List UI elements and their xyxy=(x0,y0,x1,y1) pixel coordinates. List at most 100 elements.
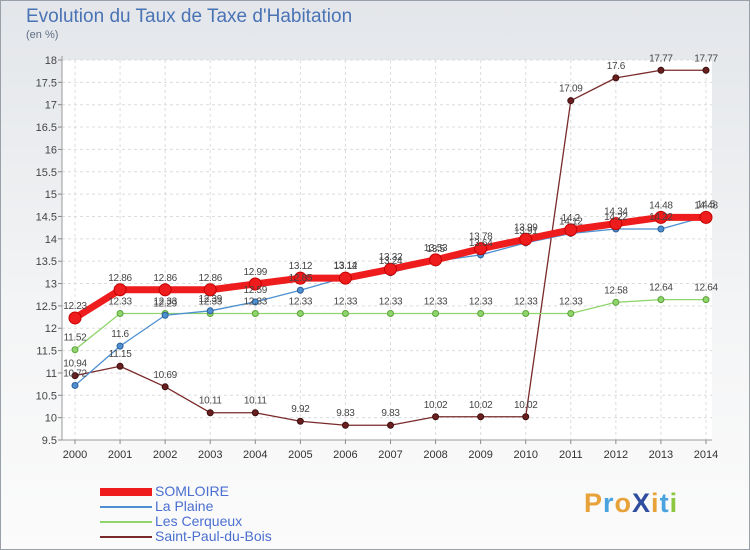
logo-letter: r xyxy=(603,488,615,518)
data-point xyxy=(293,271,307,285)
data-point xyxy=(657,66,665,74)
data-point xyxy=(567,97,575,105)
data-point xyxy=(564,223,578,237)
data-label: 13.91 xyxy=(514,226,538,237)
x-tick-label: 2009 xyxy=(468,449,492,461)
data-point xyxy=(251,409,259,417)
data-point xyxy=(612,298,620,306)
data-label: 12.33 xyxy=(108,296,132,307)
data-point xyxy=(702,66,710,74)
data-label: 14.22 xyxy=(604,212,628,223)
data-label: 13.12 xyxy=(334,261,358,272)
data-label: 12.59 xyxy=(244,285,268,296)
data-point xyxy=(71,372,79,380)
data-point xyxy=(71,381,79,389)
x-tick-label: 2002 xyxy=(153,449,177,461)
data-label: 11.52 xyxy=(64,333,88,344)
legend-swatch xyxy=(100,536,152,538)
data-label: 9.92 xyxy=(291,404,310,415)
x-tick-label: 2005 xyxy=(288,449,312,461)
data-point xyxy=(612,74,620,82)
data-label: 10.02 xyxy=(469,400,493,411)
y-tick-label: 10 xyxy=(45,413,57,425)
data-label: 11.6 xyxy=(111,329,129,340)
legend-label: Les Cerqueux xyxy=(155,513,243,529)
y-tick-label: 11 xyxy=(46,368,57,380)
x-tick-label: 2008 xyxy=(423,449,447,461)
data-point xyxy=(161,311,169,319)
x-tick-label: 2004 xyxy=(243,449,267,461)
x-tick-label: 2013 xyxy=(649,449,673,461)
proxiti-logo[interactable]: ProXiti xyxy=(584,488,678,519)
data-label: 12.29 xyxy=(153,298,177,309)
legend-swatch xyxy=(100,488,152,496)
data-point xyxy=(341,421,349,429)
data-point xyxy=(296,417,304,425)
data-point xyxy=(522,309,530,317)
y-tick-label: 13 xyxy=(45,279,57,291)
data-label: 17.6 xyxy=(607,61,626,72)
data-point xyxy=(251,309,259,317)
y-tick-label: 16.5 xyxy=(36,122,57,134)
data-label: 12.33 xyxy=(244,296,268,307)
data-label: 14.34 xyxy=(604,207,628,218)
data-label: 12.33 xyxy=(559,296,583,307)
logo-letter: i xyxy=(669,488,679,518)
data-label: 12.33 xyxy=(379,296,403,307)
data-label: 13.64 xyxy=(469,238,493,249)
data-label: 14.48 xyxy=(694,200,718,211)
y-tick-label: 13.5 xyxy=(36,256,57,268)
data-point xyxy=(71,346,79,354)
logo-letter: X xyxy=(632,488,652,518)
data-point xyxy=(522,413,530,421)
data-label: 12.39 xyxy=(198,294,222,305)
data-point xyxy=(474,242,488,256)
data-label: 12.86 xyxy=(198,273,222,284)
data-label: 12.33 xyxy=(289,296,313,307)
data-label: 12.23 xyxy=(63,301,87,312)
data-point xyxy=(338,271,352,285)
data-point xyxy=(68,311,82,325)
data-label: 14.48 xyxy=(649,200,673,211)
data-point xyxy=(432,309,440,317)
chart-subtitle: (en %) xyxy=(26,29,59,41)
data-point xyxy=(206,307,214,315)
x-tick-label: 2000 xyxy=(63,449,87,461)
data-label: 12.86 xyxy=(153,273,177,284)
legend-swatch xyxy=(100,506,152,508)
data-point xyxy=(609,217,623,231)
data-label: 10.94 xyxy=(63,359,87,370)
y-tick-label: 10.5 xyxy=(36,390,57,402)
x-tick-label: 2010 xyxy=(513,449,537,461)
y-tick-label: 14.5 xyxy=(36,211,57,223)
x-tick-label: 2006 xyxy=(333,449,357,461)
data-label: 13.99 xyxy=(514,222,538,233)
data-label: 17.09 xyxy=(559,84,583,95)
data-label: 11.15 xyxy=(109,349,133,360)
data-point xyxy=(387,421,394,429)
legend-label: Saint-Paul-du-Bois xyxy=(155,528,272,544)
data-label: 9.83 xyxy=(336,408,355,419)
plot-area xyxy=(62,60,712,440)
x-tick-label: 2003 xyxy=(198,449,222,461)
data-label: 12.58 xyxy=(604,285,628,296)
data-point xyxy=(158,283,172,297)
x-tick-label: 2014 xyxy=(694,449,718,461)
data-point xyxy=(657,225,665,233)
data-point xyxy=(657,296,665,304)
y-tick-label: 17.5 xyxy=(36,77,57,89)
data-label: 17.77 xyxy=(694,53,718,64)
data-label: 13.32 xyxy=(379,252,403,263)
data-point xyxy=(113,283,127,297)
data-label: 9.83 xyxy=(381,408,400,419)
logo-letter: P xyxy=(584,488,604,518)
data-point xyxy=(702,296,710,304)
data-label: 12.99 xyxy=(244,267,268,278)
data-label: 12.85 xyxy=(289,273,313,284)
data-label: 12.33 xyxy=(334,296,358,307)
legend-swatch xyxy=(100,521,152,523)
y-tick-label: 9.5 xyxy=(42,435,57,447)
data-label: 17.77 xyxy=(649,53,673,64)
y-tick-label: 11.5 xyxy=(36,346,57,358)
